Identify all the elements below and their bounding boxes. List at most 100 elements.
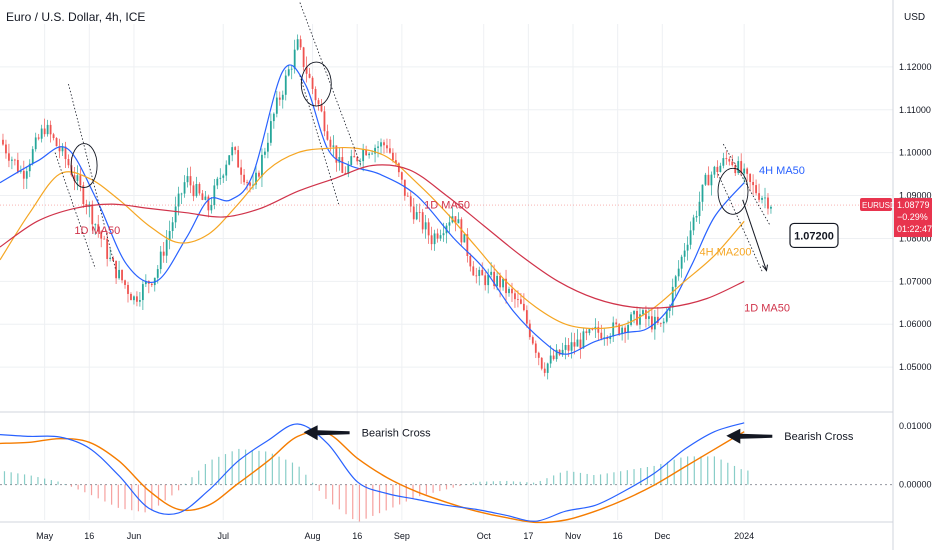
candle-body [219,177,222,179]
histogram-bar [586,473,588,485]
candle-body [109,257,112,259]
candle-body [106,238,109,259]
candle-body [19,170,22,172]
candle-body [552,355,555,360]
histogram-bar [465,484,468,485]
price-axis-tick-label: 1.05000 [899,362,932,372]
candle-body [412,206,415,220]
candle-body [267,142,269,152]
candle-body [481,269,484,276]
time-axis-tick-label: 16 [84,531,94,541]
candle-body [258,172,260,177]
candle-body [94,224,97,226]
ma1d50-line [0,164,745,309]
price-axis-tick-label: 1.08000 [899,233,932,243]
candle-body [174,206,177,223]
candle-body [448,222,451,226]
candle-body [124,280,126,285]
trend-line-lower [299,75,339,205]
candle-body [558,349,561,355]
candle-body [710,174,713,186]
candle-body [585,331,588,334]
histogram-bar [104,484,106,502]
histogram-bar [626,470,628,485]
candle-body [284,75,287,95]
candle-body [650,316,653,330]
candle-body [707,174,710,186]
time-axis-tick-label: 2024 [734,531,754,541]
candle-body [567,345,570,351]
candle-body [201,193,204,200]
candle-body [374,147,376,154]
candle-body [255,172,257,185]
candle-body [237,150,240,168]
histogram-bar [673,459,675,485]
candle-body [531,337,534,344]
candle-body [249,182,251,186]
histogram-bar [532,482,535,485]
histogram-bar [30,475,32,485]
candle-body [305,66,308,74]
macd-line [0,422,745,522]
candle-body [150,283,153,286]
histogram-bar [3,471,6,485]
candle-body [133,296,135,301]
histogram-bar [559,472,561,485]
candle-body [389,148,391,153]
candle-body [231,147,234,156]
candle-body [332,145,335,147]
candle-body [302,47,305,67]
price-axis-tick-label: 1.12000 [899,62,932,72]
candle-body [549,355,552,364]
candle-body [493,271,496,287]
histogram-bar [378,484,381,514]
candle-body [460,219,463,243]
histogram-bar [211,459,213,485]
candle-body [409,196,412,207]
currency-label[interactable]: USD [904,12,926,23]
candle-body [341,157,344,173]
candle-body [61,146,64,152]
candle-body [764,197,766,199]
candle-body [22,170,25,179]
histogram-bar [204,464,206,485]
trend-line-upper [68,83,116,269]
candle-body [13,159,16,161]
candle-body [362,149,365,162]
histogram-bar [332,484,334,505]
histogram-bar [566,470,568,485]
target-label-text: 1.07200 [794,230,834,242]
candle-body [31,149,34,164]
histogram-bar [506,480,508,485]
histogram-bar [486,481,488,485]
trend-line-upper [299,2,362,166]
candle-body [386,145,388,149]
price-axis-tick-label: 1.10000 [899,148,932,158]
candle-body [487,274,490,286]
candle-body [127,284,129,294]
histogram-bar [325,484,327,499]
bearish-cross-label: Bearish Cross [362,427,432,439]
candle-body [752,181,754,186]
candle-body [49,124,52,135]
candle-body [82,185,85,205]
histogram-bar [291,462,294,485]
candle-body [722,158,725,166]
histogram-bar [318,484,320,491]
candle-body [767,197,769,209]
candle-body [344,172,347,174]
time-axis-tick-label: Nov [565,531,582,541]
candle-body [680,256,683,269]
oscillator-axis-tick-label: 0.01000 [899,421,932,431]
candle-body [418,212,421,213]
candle-body [719,165,722,172]
candle-body [335,145,338,163]
histogram-bar [50,480,52,485]
candle-body [600,332,603,339]
candle-body [356,157,359,162]
candle-body [392,152,394,161]
candle-body [314,88,317,101]
candle-body [189,176,192,186]
histogram-bar [271,453,273,485]
